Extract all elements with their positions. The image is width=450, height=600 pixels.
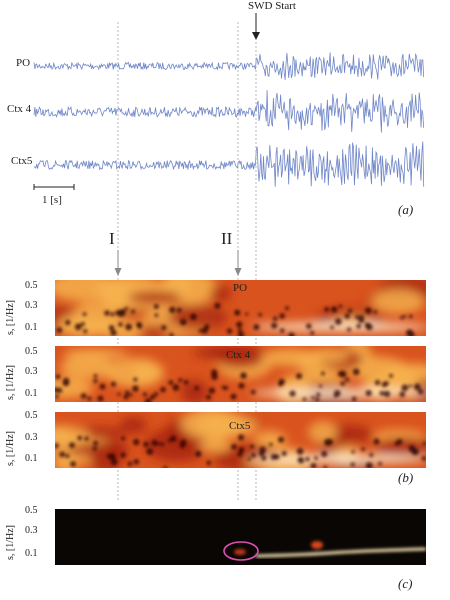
tick-label: 0.5 (25, 410, 38, 421)
panel-label-b: (b) (398, 470, 413, 485)
tick-label: 0.3 (25, 300, 38, 311)
tick-label: 0.5 (25, 505, 38, 516)
swd-arrow (252, 13, 260, 40)
spectrogram-label-po: PO (233, 282, 247, 294)
swd-start-label: SWD Start (248, 0, 296, 12)
marker-ii-arrow (234, 250, 242, 276)
y-ticks-po: 0.5 0.3 0.1 (25, 280, 38, 333)
panel-a: SWD Start PO Ctx 4 Ctx5 1 [s] (a) (7, 0, 425, 217)
spectrogram-ctx5 (55, 412, 426, 468)
spectrogram-ctx4 (55, 346, 426, 402)
y-ticks-ctx5: 0.5 0.3 0.1 (25, 410, 38, 464)
panel-label-c: (c) (398, 576, 412, 591)
spectrogram-label-ctx4: Ctx 4 (226, 349, 251, 361)
y-axis-label-dark: s, [1/Hz] (5, 525, 16, 560)
tick-label: 0.3 (25, 366, 38, 377)
y-axis-label-po: s, [1/Hz] (5, 300, 16, 335)
scale-bar: 1 [s] (33, 184, 75, 206)
panel-c: 0.5 0.3 0.1 s, [1/Hz] (c) (5, 505, 426, 591)
trace-label-ctx5: Ctx5 (11, 155, 33, 167)
y-ticks-ctx4: 0.5 0.3 0.1 (25, 346, 38, 399)
tick-label: 0.1 (25, 453, 38, 464)
marker-ii-label: II (221, 229, 233, 248)
trace-ctx5 (33, 141, 425, 187)
highlight-ellipse (223, 541, 259, 561)
markers: I II (109, 229, 242, 276)
panel-label-a: (a) (398, 202, 413, 217)
y-ticks-dark: 0.5 0.3 0.1 (25, 505, 38, 559)
trace-ctx4 (33, 90, 425, 133)
trace-label-ctx4: Ctx 4 (7, 103, 32, 115)
panel-b: PO Ctx 4 Ctx5 0.5 0.3 0.1 0.5 0.3 0.1 0.… (5, 280, 426, 485)
trace-label-po: PO (16, 57, 30, 69)
tick-label: 0.1 (25, 322, 38, 333)
marker-i-arrow (114, 250, 122, 276)
spectrogram-dark (55, 509, 426, 565)
tick-label: 0.1 (25, 388, 38, 399)
y-axis-label-ctx4: s, [1/Hz] (5, 365, 16, 400)
marker-i-label: I (109, 229, 115, 248)
spectrogram-po (55, 280, 426, 336)
tick-label: 0.5 (25, 280, 38, 291)
tick-label: 0.1 (25, 548, 38, 559)
tick-label: 0.5 (25, 346, 38, 357)
scale-bar-label: 1 [s] (42, 194, 62, 206)
y-axis-label-ctx5: s, [1/Hz] (5, 431, 16, 466)
tick-label: 0.3 (25, 432, 38, 443)
trace-po (33, 52, 425, 80)
spectrogram-label-ctx5: Ctx5 (229, 420, 251, 432)
tick-label: 0.3 (25, 525, 38, 536)
